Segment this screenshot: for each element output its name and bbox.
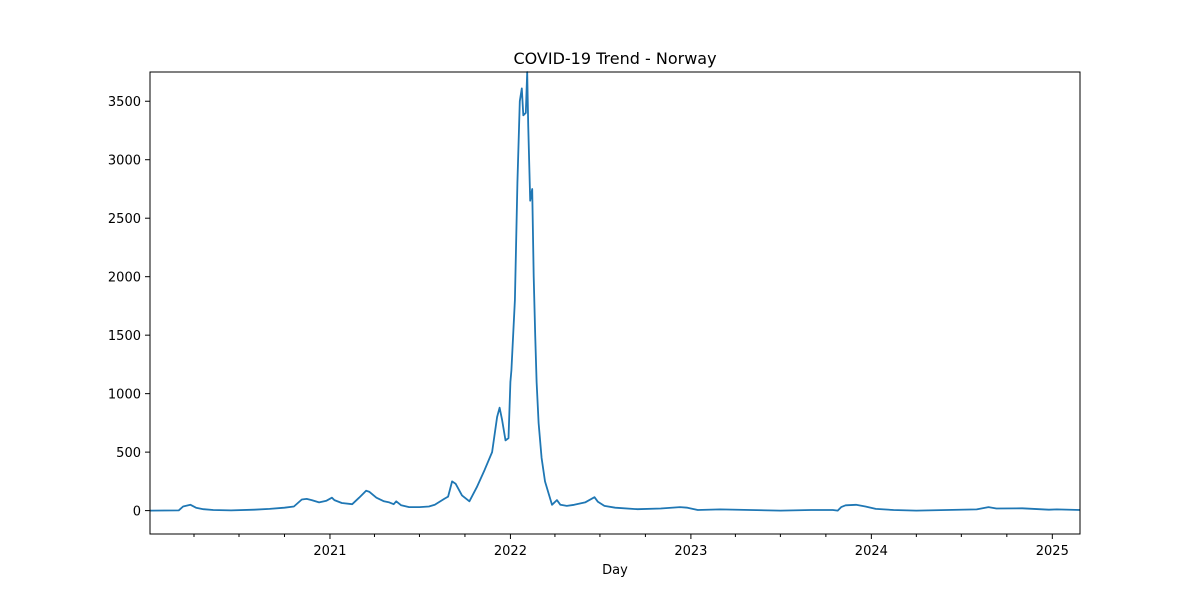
plot-area [149,71,1081,512]
y-tick-label: 0 [133,505,141,520]
x-axis: 2021 2022 2023 2024 2025 [193,534,1069,559]
x-tick-label: 2021 [313,544,346,559]
x-tick-label: 2024 [855,544,888,559]
y-tick-label: 2500 [108,212,141,227]
series-line-0 [149,71,1081,512]
x-axis-label: Day [602,563,628,578]
y-axis: 0 500 1000 1500 2000 2500 3000 3500 [108,95,150,520]
y-tick-label: 2000 [108,271,141,286]
y-tick-label: 1000 [108,388,141,403]
x-tick-label: 2022 [494,544,527,559]
x-tick-label: 2023 [674,544,707,559]
y-tick-label: 1500 [108,329,141,344]
x-tick-label: 2025 [1036,544,1069,559]
y-tick-label: 3000 [108,154,141,169]
axes-frame [149,71,1081,535]
y-tick-label: 500 [116,446,141,461]
y-tick-label: 3500 [108,95,141,110]
chart-title: COVID-19 Trend - Norway [513,49,716,68]
